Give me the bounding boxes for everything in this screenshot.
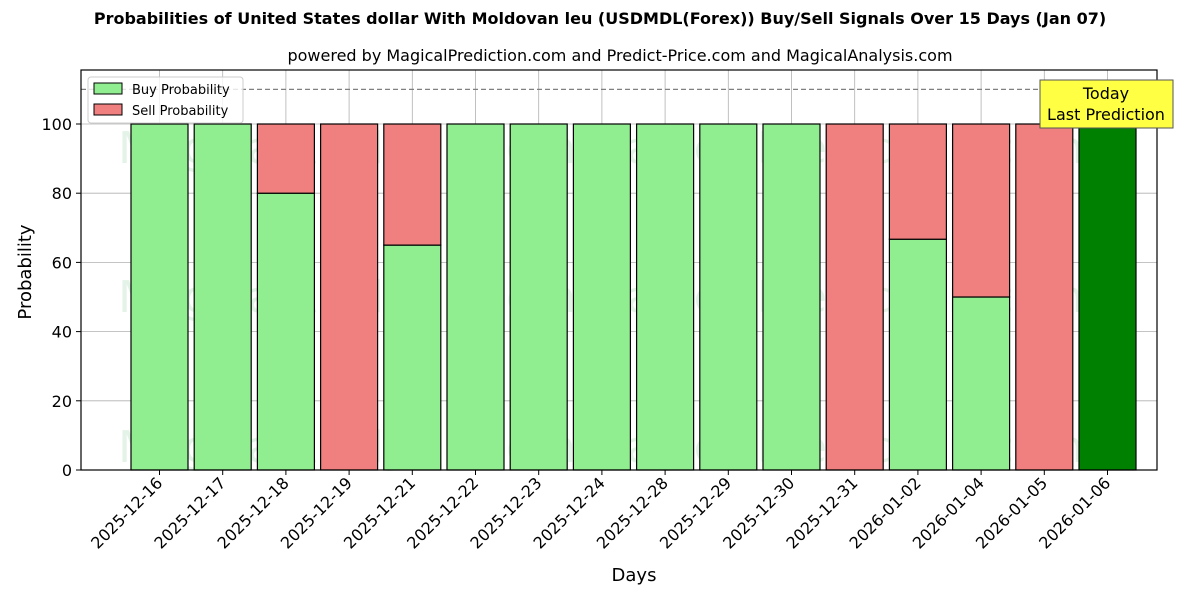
y-tick-label: 80 [52, 184, 72, 203]
legend-buy-label: Buy Probability [132, 83, 230, 98]
buy-bar [383, 244, 442, 471]
legend-box [87, 76, 244, 124]
chart-title: Probabilities of United States dollar Wi… [93, 9, 1107, 28]
buy-bar [951, 296, 1011, 471]
annotation-line-2: Last Prediction [1047, 105, 1165, 124]
buy-bar [256, 192, 315, 471]
y-tick-label: 40 [52, 323, 72, 342]
buy-bar [509, 123, 568, 471]
y-tick-label: 60 [52, 253, 72, 272]
buy-bar [572, 123, 632, 471]
chart-subtitle: powered by MagicalPrediction.com and Pre… [287, 46, 953, 65]
sell-bar [951, 123, 1011, 298]
sell-bar [888, 123, 948, 240]
y-axis-label: Probability [15, 224, 36, 319]
sell-bar [825, 123, 884, 471]
buy-bar [635, 123, 695, 471]
legend: Buy Probability Sell Probability [87, 76, 244, 124]
legend-buy-swatch [93, 82, 123, 95]
buy-bar [446, 123, 505, 471]
buy-bar [888, 238, 948, 471]
today-annotation: Today Last Prediction [1039, 79, 1174, 129]
x-axis: 2025-12-162025-12-172025-12-182025-12-19… [87, 470, 1114, 553]
y-axis: 0 20 40 60 80 100 [41, 115, 81, 480]
sell-bar [1015, 123, 1074, 471]
bar-series [130, 123, 1137, 471]
buy-bar [130, 123, 189, 471]
annotation-box [1039, 79, 1174, 129]
buy-bar [762, 123, 821, 471]
buy-bar [193, 123, 252, 471]
sell-bar [383, 123, 442, 246]
sell-bar [256, 123, 315, 194]
y-tick-label: 100 [41, 115, 72, 134]
buy-bar [1078, 123, 1137, 471]
y-tick-label: 20 [52, 392, 72, 411]
legend-sell-label: Sell Probability [132, 104, 229, 119]
plot-frame [80, 69, 1158, 471]
annotation-line-1: Today [1082, 84, 1129, 103]
x-axis-label: Days [612, 565, 657, 586]
sell-bar [320, 123, 379, 471]
buy-bar [699, 123, 758, 471]
legend-sell-swatch [93, 103, 123, 116]
y-tick-label: 0 [62, 461, 72, 480]
